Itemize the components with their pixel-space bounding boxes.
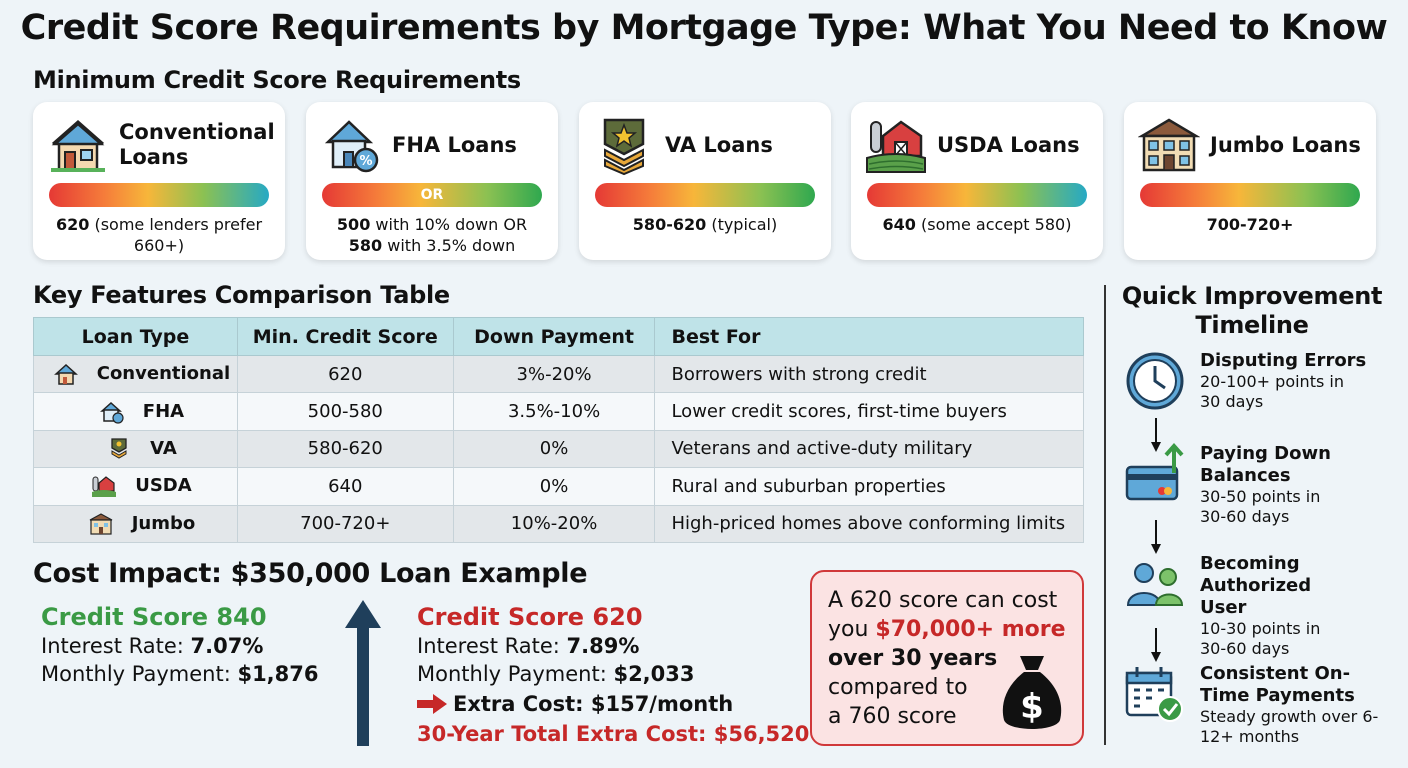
card-name: Conventional Loans bbox=[119, 120, 275, 169]
card-conventional: Conventional Loans 620 (some lenders pre… bbox=[33, 102, 285, 260]
card-name: Jumbo Loans bbox=[1210, 132, 1361, 157]
down-payment-cell: 10%-20% bbox=[452, 504, 656, 543]
score-cell: 620 bbox=[236, 354, 454, 394]
svg-text:$: $ bbox=[1020, 687, 1044, 727]
barn-icon bbox=[92, 476, 117, 498]
score-gradient-bar bbox=[49, 183, 269, 207]
card-va: VA Loans 580-620 (typical) bbox=[579, 102, 831, 260]
users-icon bbox=[1126, 563, 1184, 606]
card-jumbo: Jumbo Loans 700-720+ bbox=[1124, 102, 1376, 260]
cost-callout: A 620 score can cost you $70,000+ more o… bbox=[810, 570, 1084, 746]
card-requirement: 500 with 10% down OR 580 with 3.5% down bbox=[336, 215, 528, 255]
house-percent-icon bbox=[99, 401, 124, 424]
clock-icon bbox=[1126, 352, 1184, 410]
score-gradient-bar bbox=[867, 183, 1087, 207]
step-content: Disputing Errors 20-100+ points in 30 day… bbox=[1200, 350, 1367, 411]
high-score-title: Credit Score 840 bbox=[41, 603, 267, 631]
total-extra-cost: 30-Year Total Extra Cost: $56,520 bbox=[417, 722, 810, 746]
house-icon bbox=[53, 364, 78, 385]
card-requirement: 620 (some lenders prefer 660+) bbox=[55, 215, 263, 255]
score-cell: 640 bbox=[236, 467, 454, 506]
step-content: Paying Down Balances 30-50 points in 30-6… bbox=[1200, 443, 1331, 526]
loan-type-cell: Jumbo bbox=[33, 504, 238, 543]
down-arrow-icon bbox=[1151, 628, 1161, 662]
barn-icon bbox=[866, 120, 926, 173]
svg-text:%: % bbox=[359, 154, 372, 169]
down-payment-cell: 3%-20% bbox=[452, 354, 656, 394]
timeline-step: Consistent On-Time Payments Steady growth… bbox=[1124, 663, 1394, 749]
column-header: Min. Credit Score bbox=[236, 317, 454, 356]
down-arrow-icon bbox=[1151, 418, 1161, 452]
score-cell: 700-720+ bbox=[236, 504, 454, 543]
down-payment-cell: 0% bbox=[452, 467, 656, 506]
card-name: FHA Loans bbox=[392, 132, 517, 157]
credit-card-icon bbox=[1125, 443, 1184, 501]
loan-type-cell: USDA bbox=[33, 467, 238, 506]
score-cell: 580-620 bbox=[236, 429, 454, 469]
table-row: FHA 500-580 3.5%-10% Lower credit scores… bbox=[33, 392, 1084, 431]
timeline-heading: Quick Improvement Timeline bbox=[1121, 282, 1383, 339]
table-row: Conventional 620 3%-20% Borrowers with s… bbox=[33, 354, 1084, 394]
column-header: Best For bbox=[654, 317, 1084, 356]
mansion-icon bbox=[1138, 118, 1200, 172]
down-payment-cell: 3.5%-10% bbox=[452, 392, 656, 431]
card-requirement: 640 (some accept 580) bbox=[882, 215, 1072, 234]
timeline-step: Paying Down Balances 30-50 points in 30-6… bbox=[1124, 443, 1394, 533]
best-for-cell: High-priced homes above conforming limit… bbox=[654, 504, 1084, 543]
high-payment: Monthly Payment: $1,876 bbox=[41, 662, 319, 686]
up-arrow-icon bbox=[345, 600, 381, 746]
mansion-icon bbox=[89, 513, 112, 535]
military-badge-icon bbox=[111, 438, 127, 459]
score-gradient-bar: OR bbox=[322, 183, 542, 207]
extra-cost: Extra Cost: $157/month bbox=[417, 690, 809, 718]
loan-type-cell: VA bbox=[33, 429, 238, 469]
best-for-cell: Rural and suburban properties bbox=[654, 467, 1084, 506]
table-header-row: Loan Type Min. Credit Score Down Payment… bbox=[33, 317, 1084, 356]
high-score-block: Credit Score 840 Interest Rate: 7.07% Mo… bbox=[41, 602, 319, 688]
loan-type-cell: FHA bbox=[33, 392, 238, 431]
high-rate: Interest Rate: 7.07% bbox=[41, 634, 264, 658]
callout-text: A 620 score can cost you $70,000+ more o… bbox=[828, 588, 1066, 729]
calendar-check-icon bbox=[1125, 667, 1183, 722]
page-title: Credit Score Requirements by Mortgage Ty… bbox=[20, 8, 1388, 48]
score-gradient-bar bbox=[595, 183, 815, 207]
table-row: VA 580-620 0% Veterans and active-duty m… bbox=[33, 429, 1084, 469]
house-icon bbox=[51, 120, 105, 172]
comparison-table: Loan Type Min. Credit Score Down Payment… bbox=[33, 317, 1084, 543]
low-score-title: Credit Score 620 bbox=[417, 603, 643, 631]
min-score-heading: Minimum Credit Score Requirements bbox=[33, 66, 521, 94]
best-for-cell: Lower credit scores, first-time buyers bbox=[654, 392, 1084, 431]
low-rate: Interest Rate: 7.89% bbox=[417, 634, 640, 658]
loan-type-cell: Conventional bbox=[33, 354, 238, 394]
card-name: VA Loans bbox=[665, 132, 773, 157]
house-percent-icon: % bbox=[324, 120, 379, 173]
table-row: Jumbo 700-720+ 10%-20% High-priced homes… bbox=[33, 504, 1084, 543]
card-usda: USDA Loans 640 (some accept 580) bbox=[851, 102, 1103, 260]
cost-heading: Cost Impact: $350,000 Loan Example bbox=[33, 558, 588, 589]
money-bag-icon: $ bbox=[1002, 656, 1062, 729]
down-payment-cell: 0% bbox=[452, 429, 656, 469]
best-for-cell: Borrowers with strong credit bbox=[654, 354, 1084, 394]
low-payment: Monthly Payment: $2,033 bbox=[417, 662, 695, 686]
timeline-step: Disputing Errors 20-100+ points in 30 day… bbox=[1124, 350, 1394, 440]
section-divider bbox=[1104, 285, 1106, 745]
table-row: USDA 640 0% Rural and suburban propertie… bbox=[33, 467, 1084, 506]
low-score-block: Credit Score 620 Interest Rate: 7.89% Mo… bbox=[417, 602, 809, 748]
score-cell: 500-580 bbox=[236, 392, 454, 431]
score-gradient-bar bbox=[1140, 183, 1360, 207]
card-fha: % FHA Loans OR 500 with 10% down OR 580 … bbox=[306, 102, 558, 260]
right-arrow-icon bbox=[417, 694, 447, 714]
down-arrow-icon bbox=[1151, 520, 1161, 554]
step-content: Consistent On-Time Payments Steady growth… bbox=[1200, 663, 1379, 746]
step-content: Becoming Authorized User 10-30 points in … bbox=[1200, 553, 1321, 658]
card-requirement: 700-720+ bbox=[1206, 215, 1294, 234]
military-badge-icon bbox=[603, 118, 645, 176]
table-heading: Key Features Comparison Table bbox=[33, 281, 450, 309]
column-header: Loan Type bbox=[33, 317, 238, 356]
timeline-step: Becoming Authorized User 10-30 points in … bbox=[1124, 553, 1394, 658]
column-header: Down Payment bbox=[452, 317, 656, 356]
best-for-cell: Veterans and active-duty military bbox=[654, 429, 1084, 469]
card-requirement: 580-620 (typical) bbox=[632, 215, 778, 234]
card-name: USDA Loans bbox=[937, 132, 1080, 157]
